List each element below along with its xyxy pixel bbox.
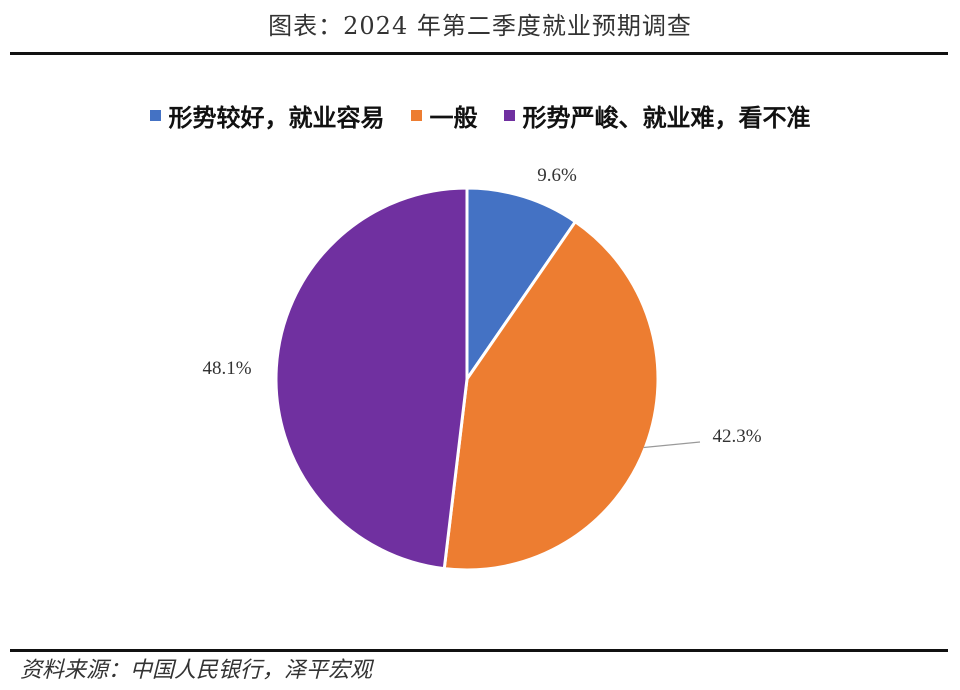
- data-label-good: 9.6%: [537, 165, 577, 186]
- slice-severe: [274, 186, 469, 571]
- legend-swatch-severe: [503, 110, 515, 121]
- bottom-divider: [10, 649, 948, 652]
- legend: 形势较好，就业容易 一般 形势严峻、就业难，看不准: [0, 98, 960, 133]
- data-label-severe: 48.1%: [202, 358, 251, 379]
- legend-item-good: 形势较好，就业容易: [149, 98, 385, 133]
- top-divider: [10, 52, 948, 55]
- legend-swatch-average: [410, 110, 422, 121]
- legend-swatch-good: [149, 110, 161, 121]
- leader-line-average: [643, 441, 701, 449]
- legend-label-average: 一般: [429, 104, 478, 132]
- legend-label-severe: 形势严峻、就业难，看不准: [522, 104, 811, 132]
- slice-good: [465, 186, 578, 384]
- source-note: 资料来源：中国人民银行，泽平宏观: [20, 658, 373, 683]
- chart-title: 图表：2024 年第二季度就业预期调查: [268, 12, 692, 40]
- data-label-average: 42.3%: [712, 426, 761, 447]
- legend-label-good: 形势较好，就业容易: [168, 104, 385, 132]
- slice-average: [442, 219, 660, 572]
- legend-item-average: 一般: [410, 98, 478, 133]
- legend-item-severe: 形势严峻、就业难，看不准: [503, 98, 811, 133]
